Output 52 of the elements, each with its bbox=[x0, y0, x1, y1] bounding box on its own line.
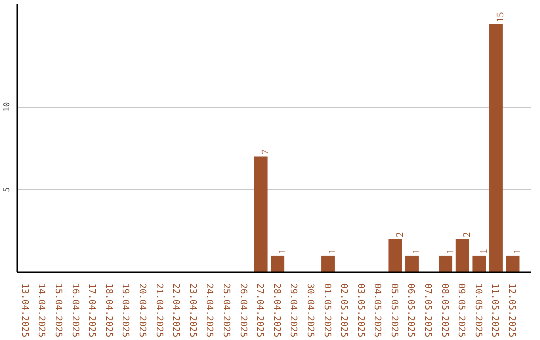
x-tick-label: 19.04.2025 bbox=[120, 284, 130, 338]
data-label: 1 bbox=[512, 248, 524, 254]
x-tick-label: 26.04.2025 bbox=[238, 284, 248, 338]
bar bbox=[456, 239, 470, 272]
x-tick-label: 22.04.2025 bbox=[170, 284, 181, 338]
x-tick-label: 05.05.2025 bbox=[388, 284, 399, 338]
data-label: 2 bbox=[462, 232, 474, 238]
bar bbox=[506, 256, 520, 272]
x-tick-label: 10.05.2025 bbox=[472, 284, 483, 338]
bar bbox=[439, 256, 453, 272]
y-tick-label: 10 bbox=[2, 102, 12, 112]
bar bbox=[472, 256, 486, 272]
bar bbox=[406, 256, 419, 272]
x-tick-label: 14.04.2025 bbox=[36, 284, 46, 338]
bar bbox=[322, 256, 335, 272]
data-label: 1 bbox=[328, 248, 339, 254]
bar bbox=[490, 24, 503, 272]
x-tick-label: 11.05.2025 bbox=[490, 284, 500, 338]
x-tick-label: 13.04.2025 bbox=[19, 284, 30, 338]
bar bbox=[388, 239, 402, 272]
x-tick-label: 08.05.2025 bbox=[439, 284, 450, 338]
x-tick-label: 01.05.2025 bbox=[322, 284, 332, 338]
x-tick-label: 07.05.2025 bbox=[422, 284, 433, 338]
data-label: 1 bbox=[277, 248, 288, 254]
x-tick-label: 16.04.2025 bbox=[70, 284, 80, 338]
x-tick-label: 03.05.2025 bbox=[355, 284, 366, 338]
data-label: 15 bbox=[496, 12, 507, 22]
x-tick-label: 21.04.2025 bbox=[154, 284, 164, 338]
x-tick-label: 29.04.2025 bbox=[288, 284, 298, 338]
x-tick-label: 24.04.2025 bbox=[204, 284, 214, 338]
x-tick-label: 17.04.2025 bbox=[86, 284, 97, 338]
data-label: 1 bbox=[478, 248, 490, 254]
data-label: 7 bbox=[260, 150, 272, 155]
x-tick-label: 23.04.2025 bbox=[187, 284, 198, 338]
x-tick-label: 27.04.2025 bbox=[254, 284, 265, 338]
data-label: 2 bbox=[394, 232, 406, 238]
x-tick-label: 30.04.2025 bbox=[304, 284, 315, 338]
data-label: 1 bbox=[412, 248, 423, 254]
y-tick-label: 5 bbox=[2, 187, 12, 192]
x-tick-label: 20.04.2025 bbox=[136, 284, 147, 338]
x-tick-label: 15.04.2025 bbox=[52, 284, 63, 338]
bar bbox=[271, 256, 285, 272]
bar bbox=[254, 156, 268, 272]
x-tick-label: 25.04.2025 bbox=[220, 284, 231, 338]
x-tick-label: 18.04.2025 bbox=[103, 284, 114, 338]
x-tick-label: 28.04.2025 bbox=[271, 284, 282, 338]
x-tick-label: 04.05.2025 bbox=[372, 284, 382, 338]
x-tick-label: 06.05.2025 bbox=[406, 284, 416, 338]
data-label: 1 bbox=[445, 248, 456, 254]
x-tick-label: 12.05.2025 bbox=[506, 284, 517, 338]
x-tick-label: 09.05.2025 bbox=[456, 284, 466, 338]
x-tick-label: 02.05.2025 bbox=[338, 284, 349, 338]
